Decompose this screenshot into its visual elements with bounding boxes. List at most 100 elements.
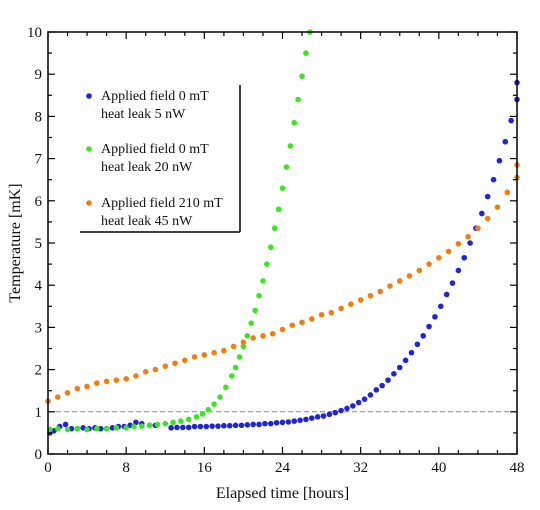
data-point [162, 363, 169, 370]
data-point [406, 273, 413, 279]
x-tick-label: 32 [353, 460, 368, 476]
data-point [309, 316, 315, 322]
data-point [185, 424, 192, 431]
data-point [402, 357, 409, 364]
data-point [84, 383, 90, 390]
data-point [109, 425, 116, 431]
data-point [209, 423, 215, 429]
data-point [256, 292, 262, 299]
data-point [238, 422, 245, 429]
data-point [408, 349, 415, 356]
data-point [396, 364, 403, 371]
data-point [437, 303, 444, 310]
legend-label-0-line1: Applied field 0 mT [101, 89, 209, 104]
data-point [287, 143, 294, 149]
data-point [185, 416, 192, 423]
data-point [201, 352, 208, 358]
data-point [291, 119, 298, 126]
legend-box [78, 78, 246, 231]
data-point [170, 419, 176, 426]
data-point [74, 385, 81, 392]
data-point [396, 278, 403, 284]
data-point [279, 185, 286, 191]
y-tick-label: 7 [35, 152, 43, 168]
data-point [260, 278, 266, 284]
data-point [232, 422, 239, 429]
legend-marker-2 [86, 200, 92, 206]
data-point [416, 267, 423, 274]
data-point [133, 373, 139, 379]
data-point [139, 423, 145, 429]
data-point [391, 371, 397, 377]
data-point [199, 411, 206, 417]
data-point [455, 267, 462, 274]
x-tick-label: 16 [197, 460, 213, 476]
data-point [211, 401, 217, 408]
data-point [279, 419, 286, 426]
data-point [299, 319, 305, 326]
data-points-layer [45, 29, 520, 436]
data-point [271, 225, 278, 232]
y-tick-label: 1 [35, 405, 43, 421]
data-point [348, 301, 354, 307]
data-point [269, 330, 276, 337]
data-point [113, 425, 120, 431]
data-point [236, 354, 243, 360]
data-point [240, 339, 247, 345]
data-point [338, 407, 344, 414]
data-point [320, 413, 327, 419]
x-axis-title: Elapsed time [hours] [216, 485, 349, 502]
data-point [314, 414, 321, 420]
data-point [228, 373, 235, 379]
data-point [197, 423, 204, 430]
data-point [152, 366, 159, 373]
x-tick-label: 8 [122, 460, 130, 476]
data-point [244, 333, 251, 339]
data-point [205, 406, 212, 413]
x-tick-label: 48 [510, 460, 525, 476]
data-point [64, 390, 71, 396]
data-point [361, 396, 368, 402]
data-point [94, 425, 100, 432]
data-point [221, 422, 227, 429]
legend-label-2-line1: Applied field 210 mT [101, 196, 223, 211]
data-point [326, 411, 333, 418]
data-point [291, 418, 298, 424]
data-point [221, 347, 227, 354]
data-point [377, 288, 384, 295]
data-point [264, 261, 270, 267]
data-point [475, 225, 481, 232]
data-point [420, 333, 427, 339]
legend-marker-1 [86, 146, 92, 152]
y-tick-label: 10 [27, 25, 42, 41]
data-point [230, 343, 237, 350]
data-point [484, 193, 491, 200]
legend-marker-0 [86, 93, 92, 99]
data-point [279, 326, 286, 333]
data-point [490, 176, 497, 183]
data-point [223, 384, 229, 391]
data-point [191, 354, 198, 360]
data-point [387, 283, 393, 289]
data-point [62, 421, 69, 428]
data-point [355, 399, 362, 406]
data-point [443, 291, 450, 298]
data-point [299, 73, 305, 80]
y-tick-label: 6 [35, 194, 43, 210]
legend-label-1-line1: Applied field 0 mT [101, 142, 209, 157]
data-point [191, 423, 198, 430]
data-point [285, 419, 292, 425]
data-point [273, 419, 280, 426]
data-point [240, 343, 247, 350]
data-point [508, 117, 514, 124]
data-point [350, 403, 356, 409]
data-point [232, 364, 239, 371]
data-point [226, 422, 233, 429]
data-point [94, 380, 100, 386]
series-2 [45, 162, 520, 405]
y-tick-label: 8 [35, 109, 43, 125]
legend: Applied field 0 mT heat leak 5 nW Applied … [78, 78, 246, 233]
data-point [97, 425, 104, 432]
data-point [332, 409, 339, 416]
